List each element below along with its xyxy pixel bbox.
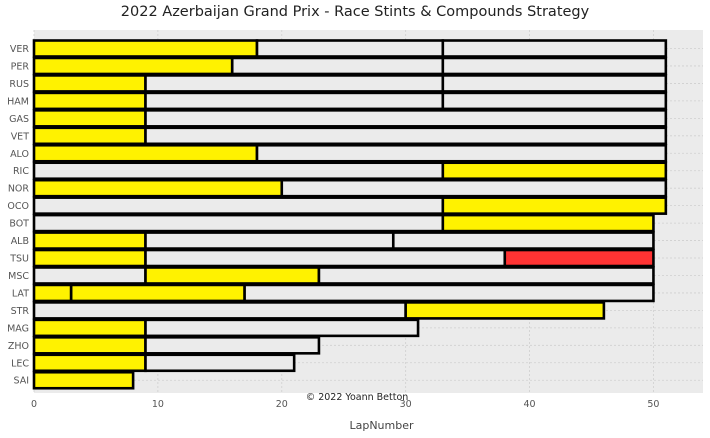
stint-bar-per-1[interactable] (32, 56, 234, 76)
stint-bar-zho-1[interactable] (32, 336, 147, 355)
stint-bar-lec-1[interactable] (32, 353, 147, 373)
stint-bar-rus-3[interactable] (441, 74, 668, 93)
x-tick-label: 0 (31, 399, 37, 410)
y-tick-label-lat: LAT (12, 288, 29, 299)
y-tick-label-bot: BOT (9, 219, 29, 230)
stint-bar-vet-2[interactable] (144, 126, 668, 146)
y-tick-label-rus: RUS (9, 79, 29, 90)
x-tick-label: 20 (276, 399, 288, 410)
stint-bar-str-1[interactable] (32, 301, 407, 320)
copyright-annotation: © 2022 Yoann Betton (306, 392, 409, 403)
stint-bar-tsu-2[interactable] (144, 248, 507, 268)
y-tick-label-zho: ZHO (8, 341, 29, 352)
stint-bar-ver-2[interactable] (255, 39, 445, 58)
stint-bar-rus-1[interactable] (32, 74, 147, 93)
stint-bar-ver-3[interactable] (441, 39, 668, 58)
y-tick-label-tsu: TSU (9, 254, 29, 265)
y-tick-label-ham: HAM (7, 96, 29, 107)
stint-bar-bot-1[interactable] (32, 213, 445, 233)
stint-bar-nor-2[interactable] (280, 178, 668, 198)
y-tick-label-mag: MAG (7, 323, 29, 334)
stint-bar-alb-2[interactable] (144, 231, 395, 250)
y-tick-label-per: PER (11, 61, 30, 72)
y-tick-label-ver: VER (10, 44, 30, 55)
stint-bar-oco-2[interactable] (441, 196, 668, 215)
stint-bar-msc-1[interactable] (32, 266, 147, 285)
stint-bar-gas-2[interactable] (144, 109, 668, 128)
stint-bar-tsu-1[interactable] (32, 248, 147, 268)
stint-bar-alb-1[interactable] (32, 231, 147, 250)
stint-bar-bot-2[interactable] (441, 213, 655, 233)
stint-bar-rus-2[interactable] (144, 74, 445, 93)
y-tick-label-gas: GAS (9, 114, 29, 125)
y-tick-label-lec: LEC (11, 358, 29, 369)
stint-bar-msc-2[interactable] (144, 266, 321, 285)
stint-bar-lat-1[interactable] (32, 283, 73, 303)
y-tick-label-alo: ALO (10, 149, 29, 160)
stint-bar-str-2[interactable] (404, 301, 606, 320)
stint-bar-ver-1[interactable] (32, 39, 259, 58)
stint-bar-tsu-3[interactable] (503, 248, 655, 268)
x-tick-label: 10 (152, 399, 164, 410)
stint-bar-lat-3[interactable] (243, 283, 655, 303)
stint-bar-nor-1[interactable] (32, 178, 284, 198)
stint-bar-ric-1[interactable] (32, 161, 445, 181)
stint-bar-gas-1[interactable] (32, 109, 147, 128)
stint-bar-per-3[interactable] (441, 56, 668, 76)
x-tick-label: 50 (647, 399, 659, 410)
stint-bar-sai-1[interactable] (32, 370, 135, 390)
stint-bar-per-2[interactable] (230, 56, 445, 76)
stint-bar-ham-3[interactable] (441, 91, 668, 111)
stint-bar-mag-1[interactable] (32, 318, 147, 338)
y-tick-label-alb: ALB (11, 236, 29, 247)
stint-bar-ric-2[interactable] (441, 161, 668, 181)
stint-bar-oco-1[interactable] (32, 196, 445, 215)
stint-bar-msc-3[interactable] (317, 266, 655, 285)
stint-bar-ham-2[interactable] (144, 91, 445, 111)
x-tick-label: 30 (400, 399, 412, 410)
x-axis-label: LapNumber (349, 419, 414, 432)
y-tick-label-sai: SAI (13, 376, 29, 387)
stint-bar-vet-1[interactable] (32, 126, 147, 146)
y-tick-label-msc: MSC (8, 271, 29, 282)
stint-bar-lec-2[interactable] (144, 353, 296, 373)
stint-bar-alo-2[interactable] (255, 143, 668, 163)
x-tick-label: 40 (524, 399, 536, 410)
y-tick-label-nor: NOR (8, 184, 30, 195)
y-tick-label-vet: VET (11, 131, 30, 142)
y-tick-label-ric: RIC (13, 166, 29, 177)
y-tick-label-str: STR (11, 306, 30, 317)
stint-bar-ham-1[interactable] (32, 91, 147, 111)
stint-bar-alo-1[interactable] (32, 143, 259, 163)
stint-bar-lat-2[interactable] (69, 283, 246, 303)
stint-bar-mag-2[interactable] (144, 318, 420, 338)
stint-bar-alb-3[interactable] (391, 231, 655, 250)
chart-title: 2022 Azerbaijan Grand Prix - Race Stints… (120, 4, 590, 20)
y-tick-label-oco: OCO (7, 201, 29, 212)
stint-bar-zho-2[interactable] (144, 336, 321, 355)
